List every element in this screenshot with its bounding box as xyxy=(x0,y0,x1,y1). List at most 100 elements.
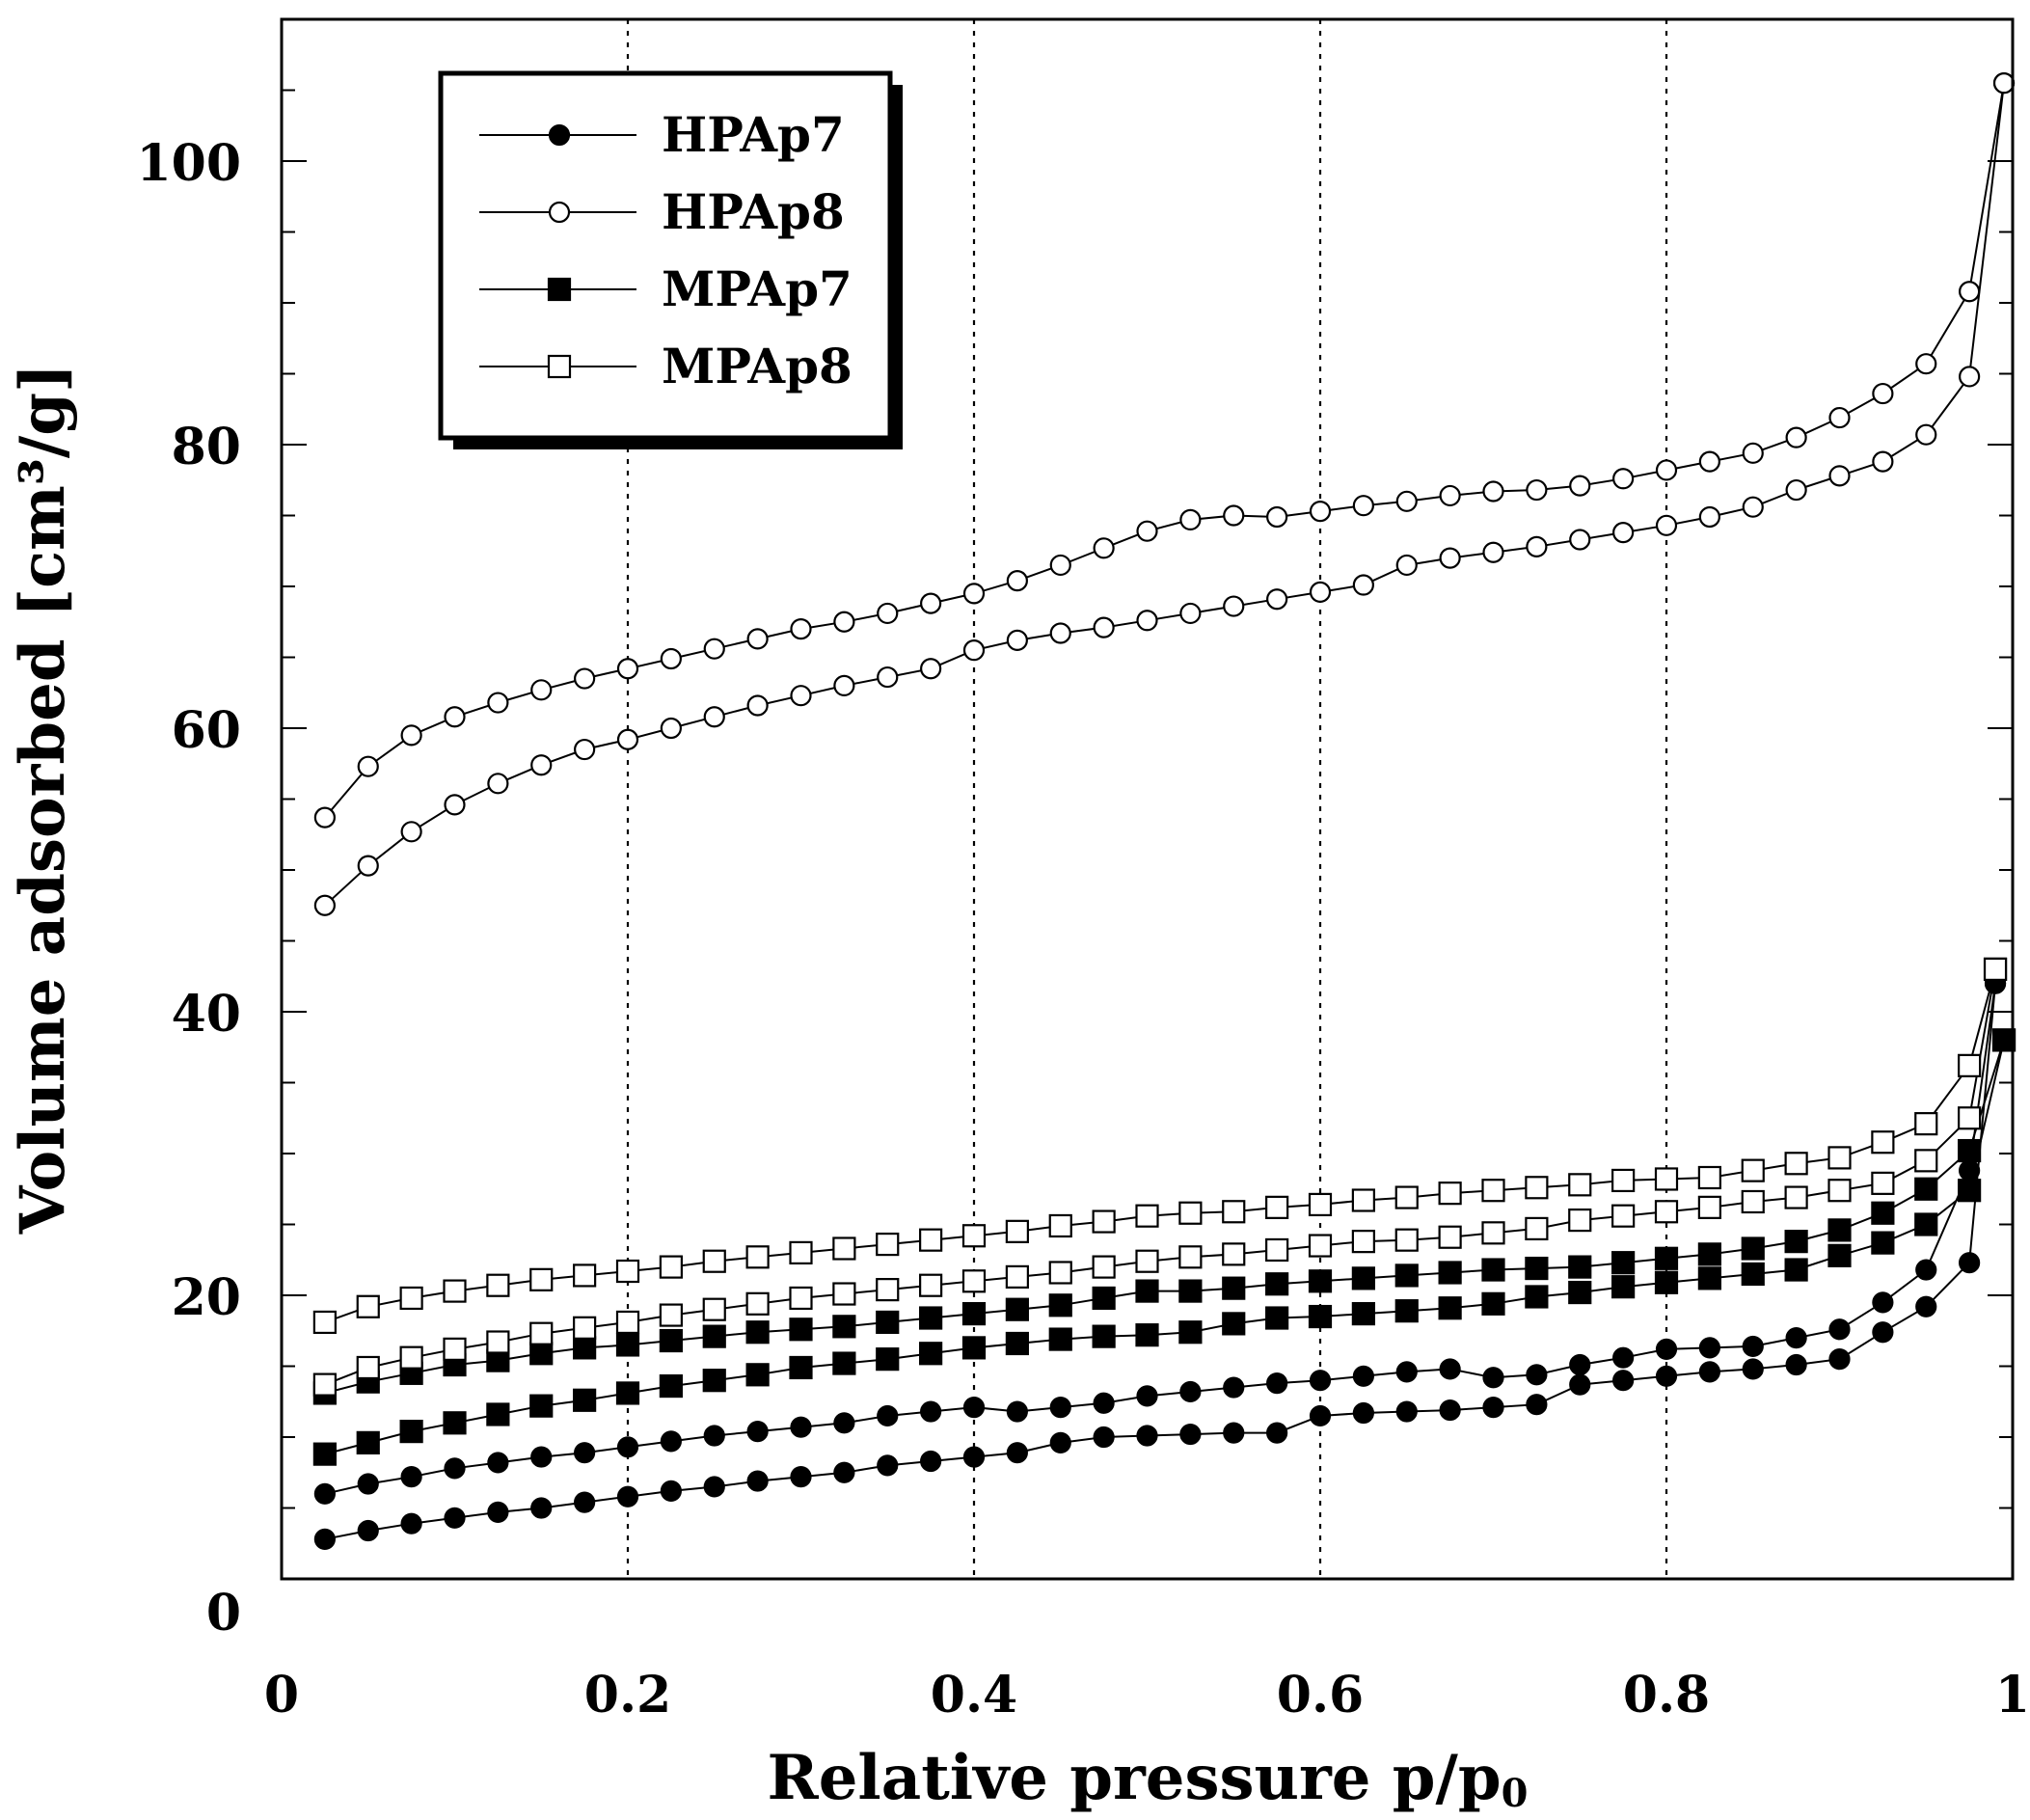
HPAp7-adsorption-point-33 xyxy=(1742,1358,1764,1380)
MPAp7-desorption-point-16 xyxy=(1308,1269,1333,1293)
MPAp7-adsorption-point-8 xyxy=(659,1373,683,1399)
HPAp8-desorption-point-35 xyxy=(487,692,509,714)
MPAp7-adsorption-point-14 xyxy=(919,1342,943,1366)
MPAp8-adsorption-point-35 xyxy=(1827,1179,1852,1203)
HPAp8-desorption-point-0 xyxy=(1992,72,2016,95)
MPAp8-adsorption-point-22 xyxy=(1265,1237,1289,1263)
HPAp7-desorption-point-28 xyxy=(790,1416,812,1438)
HPAp8-desorption-point-15 xyxy=(1352,495,1374,517)
HPAp7-adsorption-point-8 xyxy=(660,1480,682,1502)
y-tick-label-1: 20 xyxy=(172,1268,241,1327)
MPAp8-desorption-point-31 xyxy=(659,1255,683,1279)
HPAp8-adsorption-point-1 xyxy=(357,855,379,877)
MPAp7-desorption-point-7 xyxy=(1697,1242,1721,1266)
MPAp7-desorption-point-9 xyxy=(1611,1251,1636,1275)
MPAp8-adsorption-point-25 xyxy=(1394,1228,1419,1252)
HPAp8-desorption-point-26 xyxy=(877,602,899,625)
HPAp8-desorption-point-27 xyxy=(833,611,855,633)
HPAp8-adsorption-point-34 xyxy=(1785,478,1807,502)
MPAp7-desorption-point-11 xyxy=(1525,1256,1549,1281)
HPAp8-desorption-point-13 xyxy=(1439,484,1461,507)
HPAp8-desorption-point-28 xyxy=(790,617,812,640)
HPAp7-desorption-point-37 xyxy=(400,1466,422,1488)
MPAp8-desorption-point-10 xyxy=(1568,1173,1592,1197)
MPAp8-desorption-point-0 xyxy=(1983,957,2008,982)
HPAp8-adsorption-point-15 xyxy=(962,639,986,662)
HPAp7-adsorption-point-17 xyxy=(1049,1431,1071,1453)
MPAp8-desorption-point-21 xyxy=(1092,1209,1116,1234)
HPAp8-adsorption-point-32 xyxy=(1698,505,1720,529)
MPAp8-desorption-point-33 xyxy=(573,1263,597,1288)
HPAp8-desorption-point-16 xyxy=(1309,500,1332,523)
HPAp7-adsorption-point-2 xyxy=(400,1512,422,1535)
series-MPAp8 xyxy=(312,957,2008,1397)
HPAp8-adsorption-point-33 xyxy=(1742,496,1764,518)
series-HPAp7 xyxy=(313,972,2007,1550)
HPAp7-desorption-point-33 xyxy=(574,1442,596,1464)
MPAp7-adsorption-point-22 xyxy=(1265,1306,1289,1330)
MPAp7-adsorption-point-21 xyxy=(1222,1312,1246,1336)
MPAp7-desorption-point-1 xyxy=(1958,1138,1982,1163)
MPAp8-desorption-point-5 xyxy=(1784,1152,1808,1176)
MPAp8-adsorption-point-34 xyxy=(1784,1185,1808,1209)
HPAp8-adsorption-point-8 xyxy=(660,717,682,740)
HPAp7-desorption-point-34 xyxy=(530,1446,553,1468)
MPAp8-desorption-point-2 xyxy=(1914,1112,1938,1136)
MPAp8-desorption-point-7 xyxy=(1697,1165,1721,1190)
MPAp7-adsorption-point-37 xyxy=(1914,1212,1938,1236)
HPAp7-adsorption-point-24 xyxy=(1352,1401,1374,1425)
HPAp7-desorption-point-23 xyxy=(1006,1400,1028,1423)
HPAp8-desorption-line xyxy=(324,82,2005,819)
MPAp7-desorption-point-12 xyxy=(1481,1258,1505,1282)
MPAp7-desorption-point-18 xyxy=(1222,1276,1246,1300)
MPAp7-adsorption-point-29 xyxy=(1568,1280,1592,1305)
HPAp7-adsorption-point-31 xyxy=(1655,1365,1678,1387)
HPAp8-adsorption-point-3 xyxy=(444,794,466,816)
HPAp7-desorption-point-24 xyxy=(962,1397,986,1419)
HPAp7-desorption-point-32 xyxy=(616,1436,639,1458)
MPAp8-desorption-point-37 xyxy=(399,1286,423,1311)
HPAp7-desorption-point-39 xyxy=(313,1482,336,1505)
MPAp8-adsorption-point-30 xyxy=(1611,1204,1636,1228)
MPAp7-adsorption-point-12 xyxy=(832,1351,856,1375)
MPAp7-adsorption-point-15 xyxy=(961,1336,987,1360)
MPAp8-adsorption-point-36 xyxy=(1871,1171,1895,1195)
MPAp8-desorption-point-38 xyxy=(356,1294,380,1318)
HPAp8-adsorption-point-27 xyxy=(1482,541,1504,563)
HPAp7-desorption-point-4 xyxy=(1828,1318,1851,1341)
HPAp7-desorption-point-11 xyxy=(1526,1364,1548,1386)
HPAp8-adsorption-point-12 xyxy=(833,674,855,697)
HPAp7-desorption-point-21 xyxy=(1093,1392,1115,1414)
MPAp7-desorption-point-13 xyxy=(1438,1261,1462,1285)
axis-ticks: 0 0.2 0.4 0.6 0.8 1 0 20 40 60 80 100 xyxy=(136,89,2030,1725)
MPAp7-desorption-point-23 xyxy=(1005,1297,1029,1321)
MPAp8-desorption-point-14 xyxy=(1394,1185,1419,1209)
MPAp8-adsorption-line xyxy=(324,968,1997,1386)
HPAp8-desorption-point-34 xyxy=(530,679,553,701)
legend-marker-MPAp7 xyxy=(547,277,572,302)
MPAp8-desorption-point-34 xyxy=(529,1267,554,1291)
MPAp8-desorption-point-17 xyxy=(1265,1195,1289,1219)
MPAp7-desorption-point-28 xyxy=(789,1317,813,1342)
MPAp8-desorption-line xyxy=(324,968,1997,1323)
y-tick-label-3: 60 xyxy=(172,701,241,760)
MPAp7-adsorption-point-20 xyxy=(1178,1320,1203,1345)
MPAp8-adsorption-point-4 xyxy=(486,1330,510,1354)
MPAp8-desorption-point-15 xyxy=(1351,1188,1375,1212)
HPAp7-desorption-point-25 xyxy=(920,1400,942,1423)
MPAp7-adsorption-point-27 xyxy=(1481,1291,1505,1316)
x-tick-label-2: 0.4 xyxy=(931,1666,1017,1725)
MPAp7-desorption-point-22 xyxy=(1048,1293,1072,1317)
MPAp7-desorption-point-29 xyxy=(745,1320,770,1345)
HPAp7-desorption-point-31 xyxy=(660,1430,682,1453)
HPAp8-desorption-point-14 xyxy=(1395,490,1418,512)
HPAp7-adsorption-point-4 xyxy=(487,1501,509,1524)
HPAp8-adsorption-point-35 xyxy=(1828,465,1851,487)
HPAp8-adsorption-point-21 xyxy=(1223,595,1245,617)
MPAp8-adsorption-point-37 xyxy=(1914,1149,1938,1173)
HPAp7-desorption-point-18 xyxy=(1223,1376,1245,1399)
MPAp8-adsorption-point-7 xyxy=(615,1310,640,1335)
HPAp7-desorption-point-20 xyxy=(1136,1385,1158,1407)
HPAp8-adsorption-line xyxy=(324,82,2005,907)
